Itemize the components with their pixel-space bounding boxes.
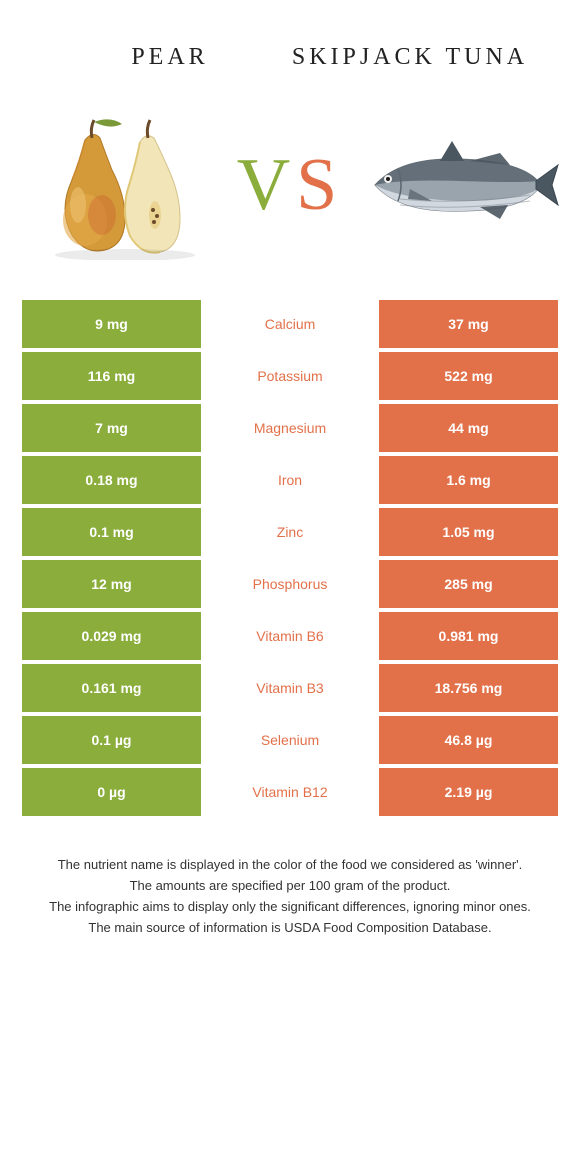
left-value: 0.18 mg <box>22 456 201 504</box>
header-right-title: Skipjack tuna <box>290 44 530 72</box>
header: Pear Skipjack tuna <box>0 0 580 90</box>
nutrient-label: Zinc <box>201 508 379 556</box>
right-value: 18.756 mg <box>379 664 558 712</box>
nutrient-label: Magnesium <box>201 404 379 452</box>
left-value: 0.1 mg <box>22 508 201 556</box>
nutrient-label: Potassium <box>201 352 379 400</box>
vs-label: VS <box>237 143 344 228</box>
nutrition-table: 9 mgCalcium37 mg116 mgPotassium522 mg7 m… <box>22 300 558 816</box>
table-row: 0.161 mgVitamin B318.756 mg <box>22 664 558 712</box>
nutrient-label: Phosphorus <box>201 560 379 608</box>
nutrient-label: Vitamin B6 <box>201 612 379 660</box>
table-row: 0.029 mgVitamin B60.981 mg <box>22 612 558 660</box>
right-value: 285 mg <box>379 560 558 608</box>
left-value: 12 mg <box>22 560 201 608</box>
tuna-image <box>360 105 560 265</box>
footer-line-4: The main source of information is USDA F… <box>28 919 552 938</box>
nutrient-label: Vitamin B3 <box>201 664 379 712</box>
left-value: 7 mg <box>22 404 201 452</box>
table-row: 116 mgPotassium522 mg <box>22 352 558 400</box>
right-value: 1.6 mg <box>379 456 558 504</box>
footer-line-3: The infographic aims to display only the… <box>28 898 552 917</box>
vs-s: S <box>296 144 343 226</box>
right-value: 1.05 mg <box>379 508 558 556</box>
table-row: 7 mgMagnesium44 mg <box>22 404 558 452</box>
table-row: 0.1 µgSelenium46.8 µg <box>22 716 558 764</box>
right-value: 0.981 mg <box>379 612 558 660</box>
table-row: 0 µgVitamin B122.19 µg <box>22 768 558 816</box>
left-value: 0.029 mg <box>22 612 201 660</box>
right-value: 2.19 µg <box>379 768 558 816</box>
nutrient-label: Iron <box>201 456 379 504</box>
table-row: 9 mgCalcium37 mg <box>22 300 558 348</box>
vs-v: V <box>237 144 296 226</box>
nutrient-label: Selenium <box>201 716 379 764</box>
footer-line-1: The nutrient name is displayed in the co… <box>28 856 552 875</box>
table-row: 0.18 mgIron1.6 mg <box>22 456 558 504</box>
nutrient-label: Calcium <box>201 300 379 348</box>
header-left-title: Pear <box>50 44 290 72</box>
images-row: VS <box>0 90 580 280</box>
left-value: 0.161 mg <box>22 664 201 712</box>
left-value: 9 mg <box>22 300 201 348</box>
right-value: 46.8 µg <box>379 716 558 764</box>
footer-line-2: The amounts are specified per 100 gram o… <box>28 877 552 896</box>
left-value: 0.1 µg <box>22 716 201 764</box>
left-value: 0 µg <box>22 768 201 816</box>
table-row: 12 mgPhosphorus285 mg <box>22 560 558 608</box>
right-value: 522 mg <box>379 352 558 400</box>
footer-notes: The nutrient name is displayed in the co… <box>0 856 580 937</box>
right-value: 44 mg <box>379 404 558 452</box>
right-value: 37 mg <box>379 300 558 348</box>
nutrient-label: Vitamin B12 <box>201 768 379 816</box>
left-value: 116 mg <box>22 352 201 400</box>
table-row: 0.1 mgZinc1.05 mg <box>22 508 558 556</box>
pear-image <box>20 105 220 265</box>
